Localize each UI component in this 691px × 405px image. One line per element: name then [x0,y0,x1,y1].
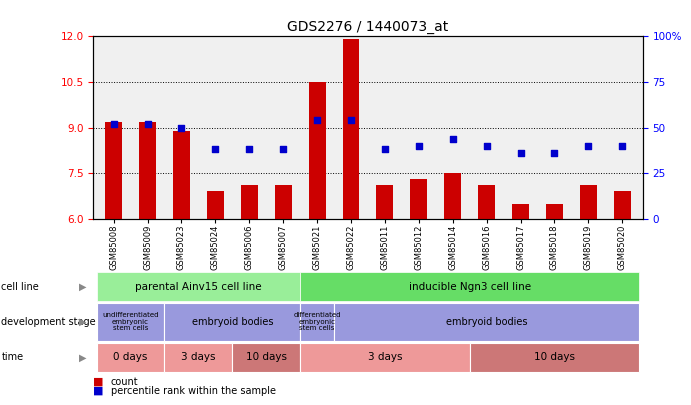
Bar [377,185,393,219]
Bar [580,185,597,219]
Text: differentiated
embryonic
stem cells: differentiated embryonic stem cells [294,313,341,331]
Bar [300,303,334,341]
Text: ■: ■ [93,377,104,387]
Bar [444,173,461,219]
Bar [232,343,300,372]
Bar [470,343,639,372]
Text: ▶: ▶ [79,317,87,327]
Point [108,121,119,127]
Point [481,143,492,149]
Text: percentile rank within the sample: percentile rank within the sample [111,386,276,396]
Bar [139,122,156,219]
Point [583,143,594,149]
Point [515,150,526,156]
Text: 10 days: 10 days [246,352,287,362]
Point [549,150,560,156]
Bar [343,39,359,219]
Bar [97,272,300,301]
Bar [164,303,300,341]
Text: cell line: cell line [1,281,39,292]
Bar [614,191,631,219]
Bar [207,191,224,219]
Point [617,143,628,149]
Point [346,117,357,124]
Text: 3 days: 3 days [368,352,402,362]
Bar [97,343,164,372]
Bar [240,185,258,219]
Point [142,121,153,127]
Point [210,146,221,153]
Point [413,143,424,149]
Text: undifferentiated
embryonic
stem cells: undifferentiated embryonic stem cells [102,313,159,331]
Point [278,146,289,153]
Point [176,124,187,131]
Bar [309,82,325,219]
Bar [300,343,470,372]
Point [379,146,390,153]
Text: 3 days: 3 days [181,352,216,362]
Bar [300,272,639,301]
Bar [334,303,639,341]
Bar [546,203,563,219]
Point [312,117,323,124]
Text: ▶: ▶ [79,281,87,292]
Text: parental Ainv15 cell line: parental Ainv15 cell line [135,281,262,292]
Bar [478,185,495,219]
Text: embryoid bodies: embryoid bodies [446,317,527,327]
Bar [410,179,427,219]
Bar [512,203,529,219]
Text: 10 days: 10 days [534,352,575,362]
Text: inducible Ngn3 cell line: inducible Ngn3 cell line [408,281,531,292]
Bar [275,185,292,219]
Text: count: count [111,377,138,387]
Point [244,146,255,153]
Bar [97,303,164,341]
Text: development stage: development stage [1,317,96,327]
Bar [164,343,232,372]
Text: embryoid bodies: embryoid bodies [191,317,273,327]
Text: ■: ■ [93,386,104,396]
Text: time: time [1,352,23,362]
Text: 0 days: 0 days [113,352,148,362]
Text: ▶: ▶ [79,352,87,362]
Point [447,135,458,142]
Title: GDS2276 / 1440073_at: GDS2276 / 1440073_at [287,20,448,34]
Bar [173,130,190,219]
Bar [105,122,122,219]
